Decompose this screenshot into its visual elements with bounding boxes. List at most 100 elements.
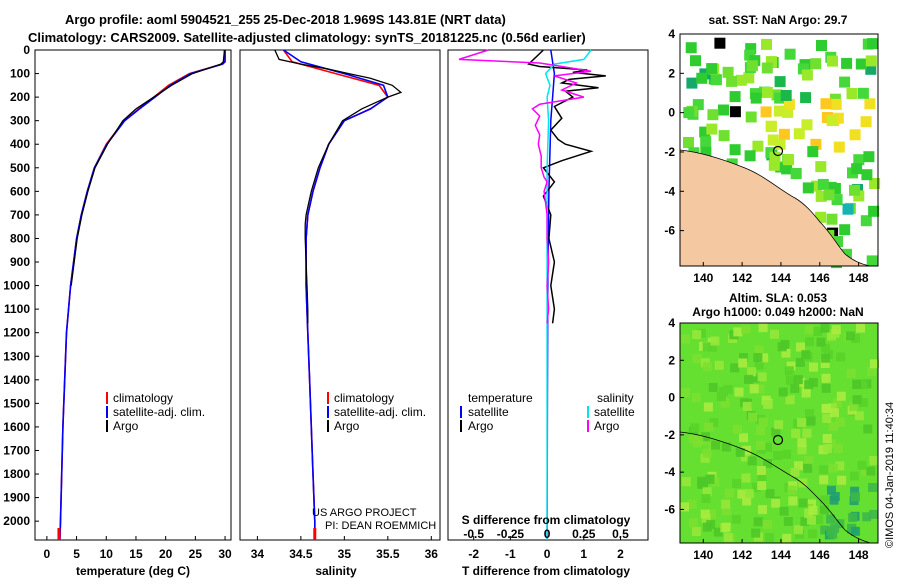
sla-cell bbox=[718, 387, 728, 397]
x-tick-label: -1 bbox=[505, 547, 516, 561]
legend-satellite-label: satellite-adj. clim. bbox=[334, 405, 426, 419]
sla-cell bbox=[807, 515, 816, 525]
sla-cell bbox=[796, 342, 805, 352]
difference-legend: temperature satellite Argo salinity sate… bbox=[460, 391, 635, 433]
x-tick-label: 35.5 bbox=[376, 547, 400, 561]
sla-map-title-2: Argo h1000: 0.049 h2000: NaN bbox=[692, 305, 863, 319]
salinity-legend: climatology satellite-adj. clim. Argo bbox=[327, 391, 426, 433]
sla-cell bbox=[721, 442, 731, 452]
salinity-lines bbox=[274, 49, 403, 540]
sla-cell bbox=[692, 354, 702, 364]
sla-cell bbox=[730, 363, 740, 373]
sla-cell bbox=[869, 456, 879, 465]
sst-cell bbox=[841, 248, 852, 260]
sst-cell bbox=[743, 72, 755, 84]
sst-cell bbox=[774, 138, 786, 150]
s-difference-x-ticks: -0.5 -0.25 0 0.25 0.5 bbox=[463, 527, 629, 541]
sla-cell bbox=[751, 482, 761, 492]
sst-cell bbox=[710, 74, 722, 86]
sla-cell bbox=[836, 391, 846, 401]
sst-cell bbox=[825, 181, 837, 193]
sla-cell bbox=[826, 439, 836, 449]
sla-cell bbox=[797, 418, 806, 428]
map-y-tick-label: -4 bbox=[664, 465, 675, 479]
sla-cell bbox=[870, 359, 879, 369]
legend-temperature-title: temperature bbox=[468, 391, 533, 405]
s-diff-tick-label: 0.25 bbox=[572, 527, 596, 541]
sst-cell bbox=[810, 58, 822, 70]
sla-cell bbox=[849, 471, 859, 481]
project-credit: US ARGO PROJECT bbox=[312, 507, 417, 519]
depth-tick-label: 2000 bbox=[3, 514, 30, 528]
sla-cell bbox=[702, 342, 712, 352]
sst-cell bbox=[800, 92, 812, 104]
series-line-satellite-adj-clim- bbox=[59, 50, 226, 541]
sla-cell bbox=[691, 527, 701, 536]
temperature-x-label: temperature (deg C) bbox=[76, 564, 190, 578]
sst-cell bbox=[817, 178, 829, 190]
depth-tick-label: 300 bbox=[10, 114, 30, 128]
sla-cell bbox=[747, 456, 757, 466]
depth-tick-label: 200 bbox=[10, 90, 30, 104]
sla-cell bbox=[859, 398, 868, 408]
sla-cell bbox=[758, 323, 768, 333]
sla-cell bbox=[757, 372, 767, 382]
sla-cell bbox=[820, 323, 830, 333]
depth-tick-label: 400 bbox=[10, 137, 30, 151]
sst-cell bbox=[766, 56, 777, 68]
x-tick-label: 30 bbox=[218, 547, 232, 561]
sla-cell bbox=[774, 420, 784, 430]
sst-cell bbox=[750, 92, 762, 104]
temperature-legend: climatology satellite-adj. clim. Argo bbox=[106, 391, 205, 433]
depth-tick-label: 1200 bbox=[3, 326, 30, 340]
sla-cell bbox=[763, 459, 773, 468]
sla-cell bbox=[830, 523, 840, 533]
sst-cell bbox=[867, 38, 879, 50]
sla-cell bbox=[854, 411, 864, 421]
sla-cell bbox=[863, 424, 873, 434]
sla-cell bbox=[716, 392, 726, 402]
sla-cell bbox=[687, 499, 697, 509]
map-y-tick-label: 0 bbox=[668, 391, 675, 405]
map-x-tick-label: 148 bbox=[849, 548, 869, 562]
sla-cell bbox=[732, 479, 742, 489]
x-tick-label: 2 bbox=[617, 547, 624, 561]
depth-axis-ticks: 0 100 200 300 400 500 600 700 800 900 1000 1100 1200… bbox=[3, 43, 39, 528]
sla-cell bbox=[793, 525, 803, 535]
x-tick-label: 36 bbox=[425, 547, 439, 561]
map-y-tick-label: 0 bbox=[668, 106, 675, 120]
sla-cell bbox=[788, 496, 798, 506]
sst-cell bbox=[683, 107, 695, 119]
depth-tick-label: 1600 bbox=[3, 420, 30, 434]
depth-tick-label: 1100 bbox=[4, 302, 30, 316]
sla-cell bbox=[782, 449, 791, 459]
sla-cell bbox=[801, 388, 811, 398]
map-y-tick-label: 2 bbox=[668, 66, 675, 80]
sla-cell bbox=[700, 453, 710, 463]
sla-cell bbox=[732, 424, 742, 434]
sla-cell bbox=[742, 401, 752, 411]
sla-cell bbox=[747, 367, 757, 377]
sst-cell bbox=[783, 154, 795, 166]
sst-cell bbox=[761, 38, 772, 50]
sst-map-frame bbox=[679, 33, 879, 267]
depth-tick-label: 1700 bbox=[3, 443, 30, 457]
sla-cell bbox=[791, 429, 801, 439]
sst-float-marker bbox=[772, 145, 784, 157]
sst-cell bbox=[685, 42, 697, 54]
sla-cell bbox=[739, 353, 749, 362]
sst-cell bbox=[735, 74, 747, 86]
sla-cell bbox=[734, 387, 744, 397]
sla-cell bbox=[763, 442, 773, 452]
sla-cell bbox=[822, 414, 832, 423]
map-x-tick-label: 146 bbox=[810, 548, 830, 562]
sst-cell bbox=[861, 169, 873, 181]
sla-cell bbox=[846, 368, 856, 378]
sla-cell bbox=[758, 505, 767, 515]
series-line-climatology bbox=[282, 49, 389, 540]
sla-cell bbox=[837, 475, 847, 485]
sst-cell bbox=[823, 189, 835, 201]
sla-cell bbox=[753, 353, 763, 363]
sla-cell bbox=[748, 412, 758, 422]
